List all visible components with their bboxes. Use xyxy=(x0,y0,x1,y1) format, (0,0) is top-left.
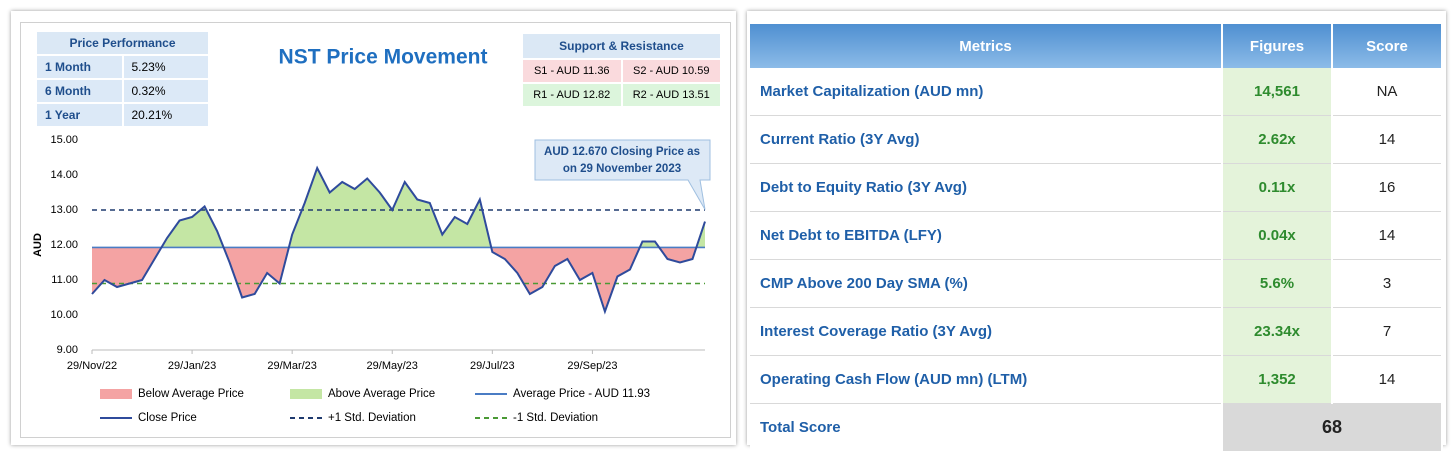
table-row: Market Capitalization (AUD mn) 14,561 NA xyxy=(750,68,1443,116)
perf-label: 6 Month xyxy=(35,78,124,104)
metric-score: 16 xyxy=(1332,163,1443,212)
metric-name: Debt to Equity Ratio (3Y Avg) xyxy=(750,163,1223,212)
support-resistance: Support & Resistance S1 - AUD 11.36 S2 - … xyxy=(521,32,722,108)
metric-score: 14 xyxy=(1332,355,1443,404)
legend-label: -1 Std. Deviation xyxy=(513,412,598,424)
metric-name: Interest Coverage Ratio (3Y Avg) xyxy=(750,307,1223,356)
metric-name: CMP Above 200 Day SMA (%) xyxy=(750,259,1223,308)
support-level: S2 - AUD 10.59 xyxy=(620,58,722,84)
metric-figure: 0.04x xyxy=(1222,211,1333,260)
header-cell: Metrics xyxy=(750,24,1223,68)
metric-name: Net Debt to EBITDA (LFY) xyxy=(750,211,1223,260)
metric-score: 14 xyxy=(1332,211,1443,260)
header-cell: Figures xyxy=(1222,24,1333,68)
table-row: Operating Cash Flow (AUD mn) (LTM) 1,352 1… xyxy=(750,355,1443,404)
y-tick-label: 12.00 xyxy=(50,239,78,251)
metric-name: Market Capitalization (AUD mn) xyxy=(750,68,1223,116)
table-row: Net Debt to EBITDA (LFY) 0.04x 14 xyxy=(750,211,1443,260)
legend-label: Average Price - AUD 11.93 xyxy=(513,388,650,400)
metric-score: 7 xyxy=(1332,307,1443,356)
total-row: Total Score 68 xyxy=(750,403,1443,451)
metric-score: NA xyxy=(1332,68,1443,116)
x-tick-label: 29/Jul/23 xyxy=(470,360,515,372)
support-level: S1 - AUD 11.36 xyxy=(521,58,623,84)
legend-label: Above Average Price xyxy=(328,388,435,400)
perf-value: 20.21% xyxy=(121,102,210,128)
annotation-box xyxy=(534,139,711,210)
metrics-table: Metrics Figures Score Market Capitalizat… xyxy=(750,24,1443,451)
table-row: Interest Coverage Ratio (3Y Avg) 23.34x 7 xyxy=(750,307,1443,356)
table-row: CMP Above 200 Day SMA (%) 5.6% 3 xyxy=(750,259,1443,308)
y-tick-label: 13.00 xyxy=(50,204,78,216)
y-tick-label: 9.00 xyxy=(57,344,78,356)
x-tick-label: 29/Sep/23 xyxy=(567,360,617,372)
chart-frame xyxy=(20,22,731,438)
legend-swatch xyxy=(290,389,322,399)
y-axis-label: AUD xyxy=(32,233,44,257)
y-tick-label: 11.00 xyxy=(51,274,78,286)
x-tick-label: 29/Mar/23 xyxy=(267,360,317,372)
metric-score: 3 xyxy=(1332,259,1443,308)
legend-swatch xyxy=(100,389,132,399)
metric-name: Current Ratio (3Y Avg) xyxy=(750,115,1223,164)
y-tick-label: 10.00 xyxy=(50,309,78,321)
metric-figure: 1,352 xyxy=(1222,355,1333,404)
area-above xyxy=(161,168,705,248)
x-tick-label: 29/May/23 xyxy=(367,360,418,372)
metric-name: Operating Cash Flow (AUD mn) (LTM) xyxy=(750,355,1223,404)
metric-figure: 14,561 xyxy=(1222,68,1333,116)
legend-label: Below Average Price xyxy=(138,388,244,400)
resistance-level: R2 - AUD 13.51 xyxy=(620,82,722,108)
metric-figure: 23.34x xyxy=(1222,307,1333,356)
x-tick-label: 29/Nov/22 xyxy=(67,360,117,372)
perf-label: 1 Year xyxy=(35,102,124,128)
table-body: Market Capitalization (AUD mn) 14,561 NA Cu… xyxy=(750,68,1443,451)
perf-value: 0.32% xyxy=(121,78,210,104)
area-below xyxy=(92,247,705,312)
y-tick-label: 15.00 xyxy=(50,134,78,146)
total-label: Total Score xyxy=(750,403,1223,451)
total-score: 68 xyxy=(1222,403,1443,451)
metric-figure: 0.11x xyxy=(1222,163,1333,212)
legend-label: Close Price xyxy=(138,412,197,424)
resistance-level: R1 - AUD 12.82 xyxy=(521,82,623,108)
metric-figure: 5.6% xyxy=(1222,259,1333,308)
annotation-text: on 29 November 2023 xyxy=(563,163,681,175)
annotation-text: AUD 12.670 Closing Price as xyxy=(544,146,700,158)
close-price-line xyxy=(91,165,706,315)
x-tick-label: 29/Jan/23 xyxy=(168,360,216,372)
price-performance: Price Performance 1 Month 5.23% 6 Month 0.… xyxy=(35,30,210,128)
perf-title: Price Performance xyxy=(35,30,210,56)
perf-value: 5.23% xyxy=(121,54,210,80)
metric-score: 14 xyxy=(1332,115,1443,164)
header-cell: Score xyxy=(1332,24,1443,68)
chart-title: NST Price Movement xyxy=(279,46,488,69)
perf-label: 1 Month xyxy=(35,54,124,80)
legend-label: +1 Std. Deviation xyxy=(328,412,416,424)
table-row: Current Ratio (3Y Avg) 2.62x 14 xyxy=(750,115,1443,164)
table-row: Debt to Equity Ratio (3Y Avg) 0.11x 16 xyxy=(750,163,1443,212)
sr-title: Support & Resistance xyxy=(521,32,722,60)
metric-figure: 2.62x xyxy=(1222,115,1333,164)
y-tick-label: 14.00 xyxy=(50,169,78,181)
